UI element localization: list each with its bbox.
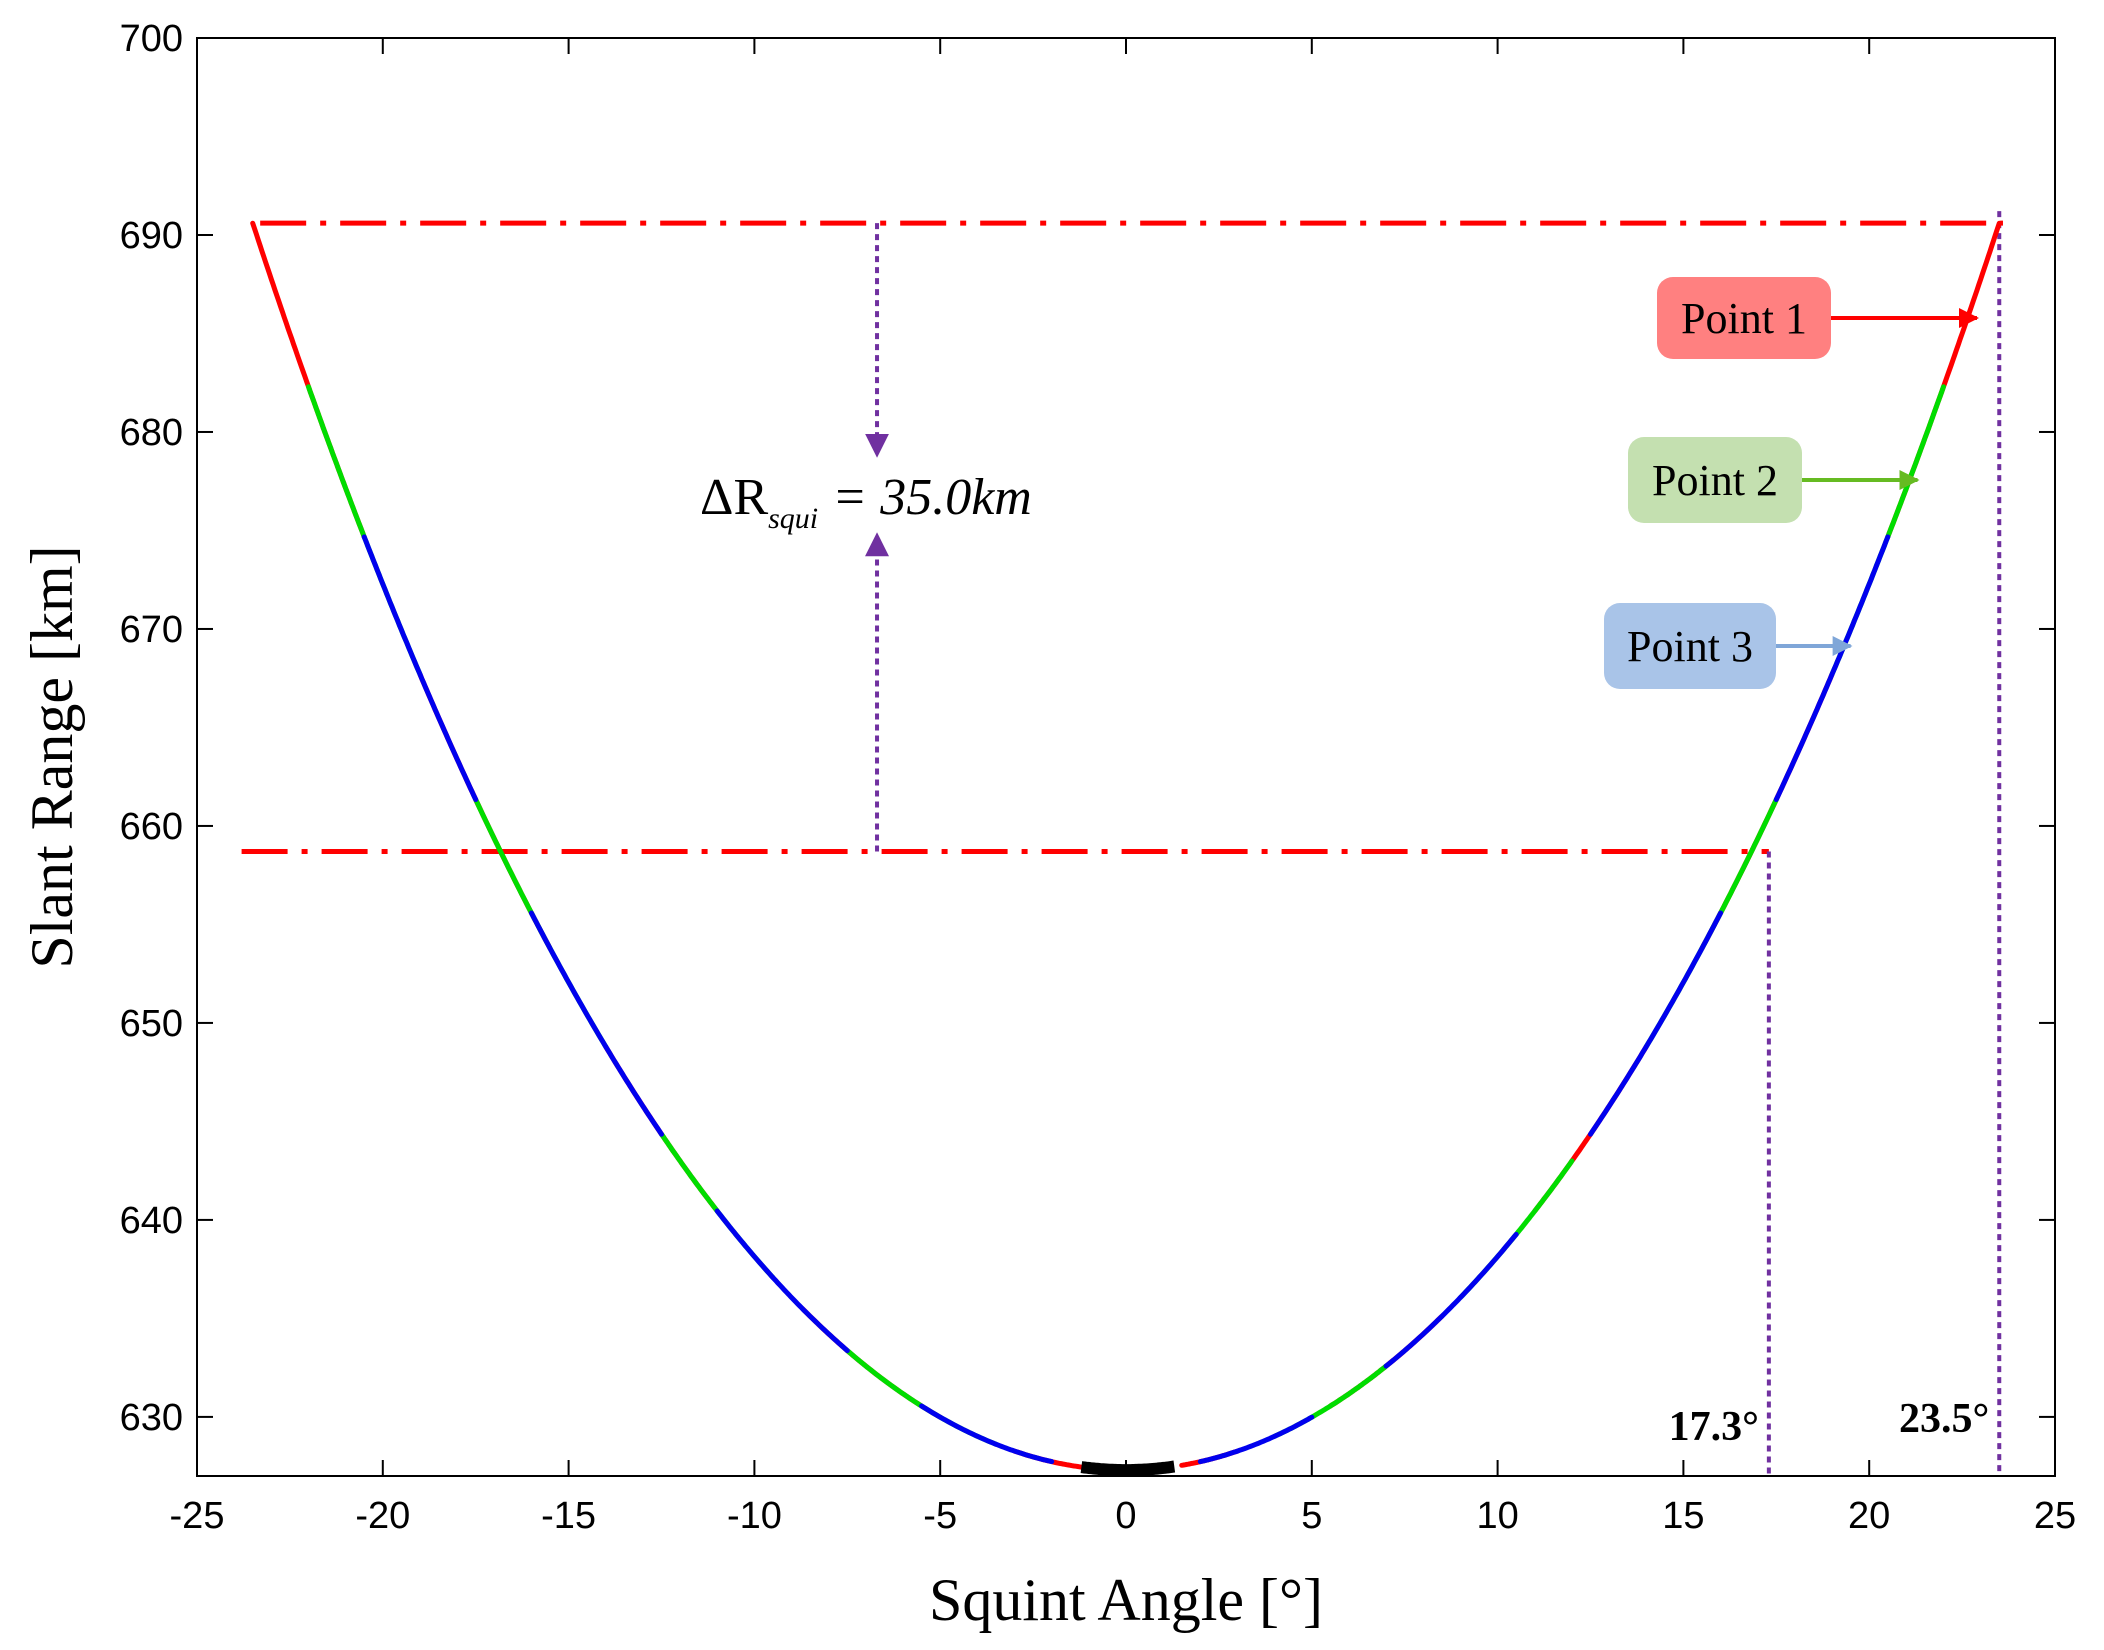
x-tick-label: -20 [355,1495,410,1537]
callout-label: Point 2 [1652,456,1778,505]
callout-point-1: Point 1 [1657,277,1979,359]
x-axis-title: Squint Angle [°] [929,1567,1323,1633]
delta-subscript: squi [768,502,818,535]
y-tick-label: 650 [120,1003,183,1045]
x-tick-label: 25 [2034,1495,2076,1537]
x-tick-label: -25 [170,1495,225,1537]
x-tick-label: 15 [1662,1495,1704,1537]
curve-segment-point-3 [528,910,664,1137]
callout-label: Point 3 [1627,622,1753,671]
curve-segment-point-1 [800,1306,943,1420]
y-tick-label: 680 [120,412,183,454]
callout-label: Point 1 [1681,294,1807,343]
callout-point-2: Point 2 [1628,437,1920,523]
x-tick-label: 10 [1476,1495,1518,1537]
x-tick-label: -5 [923,1495,957,1537]
y-tick-label: 630 [120,1397,183,1439]
angle-inner-label: 17.3° [1669,1404,1759,1450]
x-tick-label: -15 [541,1495,596,1537]
y-tick-label: 660 [120,806,183,848]
x-tick-label: 20 [1848,1495,1890,1537]
curve-segment-point-3 [1773,534,1891,802]
curve-segment-point-3 [1197,1414,1315,1465]
curve-segment-point-2 [844,1348,999,1447]
y-tick-label: 640 [120,1200,183,1242]
curve-segment-point-3 [919,1403,1055,1465]
curve-segment-point-3 [1588,910,1724,1137]
center-segment [1080,1460,1176,1477]
callout-box [1657,277,1831,359]
x-tick-label: 5 [1301,1495,1322,1537]
curve-segment-point-3 [714,1208,850,1354]
angle-outer-label: 23.5° [1899,1396,1989,1442]
delta-value: = 35.0km [832,469,1032,526]
y-tick-label: 700 [120,18,183,60]
delta-symbol: ΔR [700,469,768,526]
x-tick-label: -10 [727,1495,782,1537]
x-tick-label: 0 [1115,1495,1136,1537]
plot-frame [196,37,2056,1477]
y-axis-title: Slant Range [km] [19,545,85,968]
curve-segment-point-3 [1383,1231,1519,1369]
callout-point-3: Point 3 [1604,603,1853,689]
y-tick-label: 690 [120,215,183,257]
callout-box [1604,603,1776,689]
curve-segment-point-3 [361,534,479,802]
delta-equation: ΔRsqui = 35.0km [700,469,1032,535]
callout-box [1628,437,1802,523]
y-tick-label: 670 [120,609,183,651]
